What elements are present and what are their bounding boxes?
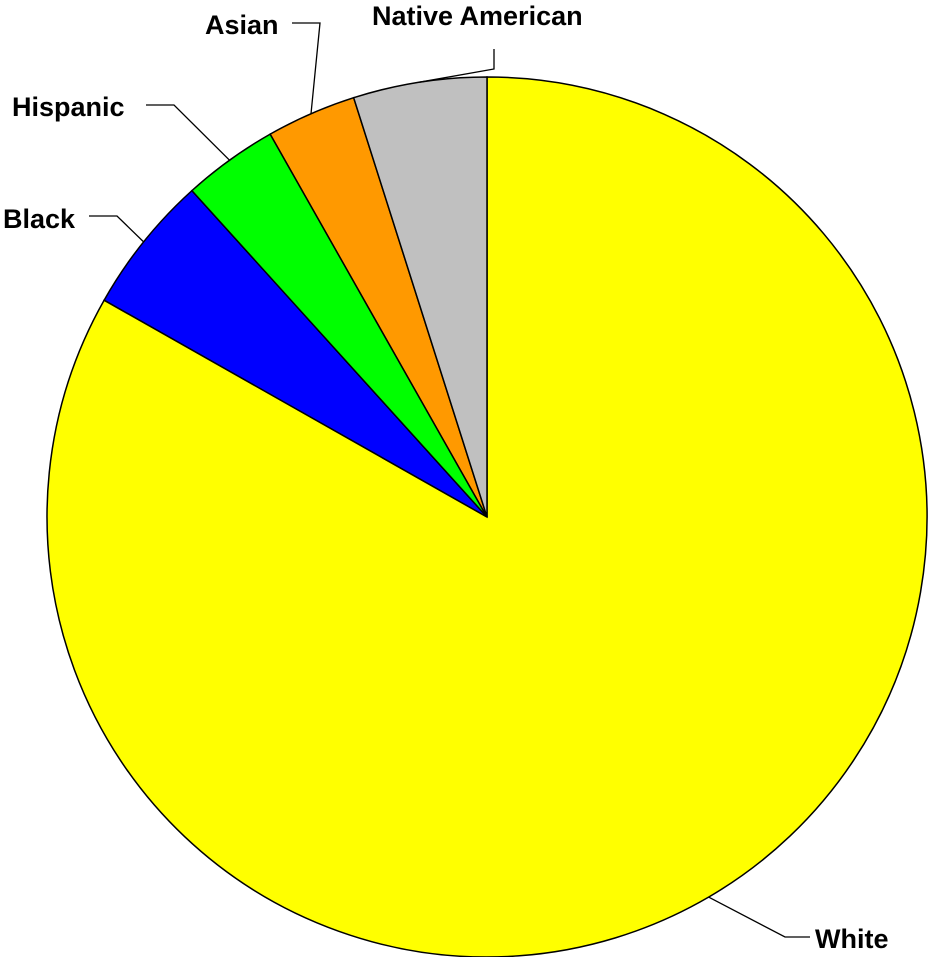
leader-line-native-american [419, 49, 495, 83]
pie-slices [46, 76, 928, 957]
leader-line-hispanic [146, 104, 230, 161]
slice-label-asian: Asian [205, 10, 279, 40]
leader-line-asian [292, 22, 321, 114]
pie-slice-black [103, 189, 488, 518]
slice-label-white: White [815, 924, 889, 954]
leader-line-black [89, 215, 145, 243]
slice-label-black: Black [3, 204, 76, 234]
slice-labels: White Black Hispanic Asian Native American [3, 1, 889, 954]
slice-label-hispanic: Hispanic [12, 92, 125, 122]
leader-line-white [708, 896, 810, 938]
slice-label-native-american: Native American [372, 1, 583, 31]
leader-lines [89, 22, 810, 938]
